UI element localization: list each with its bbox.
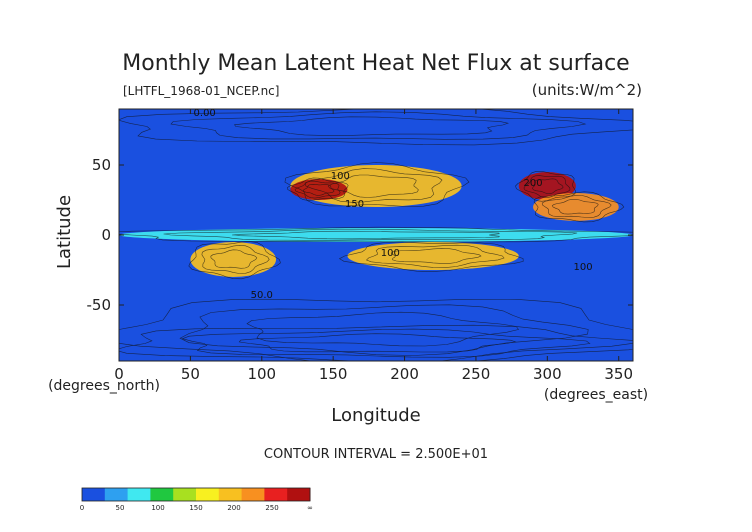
contour-line: [163, 228, 578, 241]
x-tick-label: 300: [533, 365, 562, 383]
colorbar-tick-label: 250: [265, 504, 278, 512]
region-antarctic: [119, 326, 633, 361]
contour-line: [201, 244, 270, 274]
contour-line: [119, 109, 633, 146]
contour-labels: 0.00 100 150 200 100 50.0 100: [194, 108, 593, 301]
x-tick-label: 350: [604, 365, 633, 383]
x-tick-label: 250: [462, 365, 491, 383]
contour-line: [170, 111, 587, 140]
colorbar-swatch: [264, 488, 288, 501]
y-axis-ticks: 50 0 -50: [87, 156, 633, 314]
x-tick-label: 50: [181, 365, 200, 383]
contour-line: [533, 191, 625, 223]
colorbar-swatch: [218, 488, 243, 501]
contour-label: 100: [331, 171, 350, 182]
contour-label: 100: [573, 262, 592, 273]
colorbar-swatch: [173, 488, 197, 501]
contour-line: [551, 199, 599, 215]
contour-line: [287, 177, 349, 201]
contour-layer: [119, 109, 633, 361]
x-tick-label: 0: [114, 365, 124, 383]
colorbar-tick-label: 0: [80, 504, 84, 512]
contour-line: [232, 230, 500, 240]
colorbar-labels: 0 50 100 150 200 250 ∞: [80, 504, 313, 512]
contour-line: [284, 162, 470, 207]
contour-line: [238, 333, 517, 353]
colorbar-swatch: [82, 488, 106, 501]
contour-line: [515, 171, 576, 202]
y-tick-label: 50: [92, 156, 111, 174]
contour-label: 200: [524, 178, 543, 189]
x-tick-label: 200: [390, 365, 419, 383]
x-tick-label: 150: [319, 365, 348, 383]
colorbar-swatch: [104, 488, 129, 501]
colorbar-swatch: [241, 488, 265, 501]
contour-line: [246, 311, 520, 347]
contour-interval: CONTOUR INTERVAL = 2.500E+01: [264, 447, 488, 462]
contour-line: [294, 180, 341, 199]
contour-label: 50.0: [251, 290, 273, 301]
colorbar-tick-label: 200: [227, 504, 240, 512]
contour-line: [188, 241, 281, 280]
y-tick-label: -50: [87, 296, 112, 314]
contour-line: [304, 168, 443, 203]
contour-line: [541, 195, 612, 218]
contour-line: [181, 328, 591, 358]
y-tick-label: 0: [101, 226, 111, 244]
y-axis-label: Latitude: [54, 195, 75, 269]
contour-line: [532, 178, 564, 195]
colorbar-swatch: [196, 488, 220, 501]
colorbar-swatch: [150, 488, 174, 501]
colorbar-tick-label: 50: [116, 504, 125, 512]
contour-line: [233, 116, 510, 136]
region-tropical-south-pacific: [347, 242, 519, 270]
units-label: (units:W/m^2): [532, 81, 642, 99]
contour-label: 0.00: [194, 108, 216, 119]
colorbar-swatch: [127, 488, 151, 501]
contour-line: [365, 244, 505, 268]
contour-line: [119, 324, 633, 361]
colorbar-tick-label: ∞: [307, 504, 313, 512]
contour-line: [338, 241, 524, 272]
contour-label: 100: [381, 248, 400, 259]
contour-line: [179, 304, 589, 356]
region-tropical-indian: [190, 242, 277, 277]
contour-line: [119, 298, 633, 361]
chart-subtitle: [LHTFL_1968-01_NCEP.nc]: [123, 84, 279, 98]
heatmap-area: 0.00 100 150 200 100 50.0 100: [119, 108, 633, 361]
colorbar-frame: [81, 487, 311, 502]
contour-label: 150: [345, 199, 364, 210]
colorbar-swatch: [287, 488, 311, 501]
x-axis-label: Longitude: [331, 405, 421, 426]
colorbar: [81, 487, 311, 502]
x-tick-label: 100: [247, 365, 276, 383]
x-axis-ticks: 0 50 100 150 200 250 300 350: [114, 109, 633, 383]
contour-line: [523, 175, 571, 199]
y-unit-label: (degrees_north): [48, 378, 160, 394]
chart-title: Monthly Mean Latent Heat Net Flux at sur…: [122, 51, 629, 76]
contour-line: [302, 183, 335, 196]
contour-line: [119, 226, 633, 243]
contour-line: [390, 248, 482, 264]
contour-line: [327, 174, 419, 198]
contour-line: [210, 249, 258, 269]
colorbar-tick-label: 150: [189, 504, 202, 512]
x-unit-label: (degrees_east): [544, 387, 648, 403]
colorbar-tick-label: 100: [151, 504, 164, 512]
